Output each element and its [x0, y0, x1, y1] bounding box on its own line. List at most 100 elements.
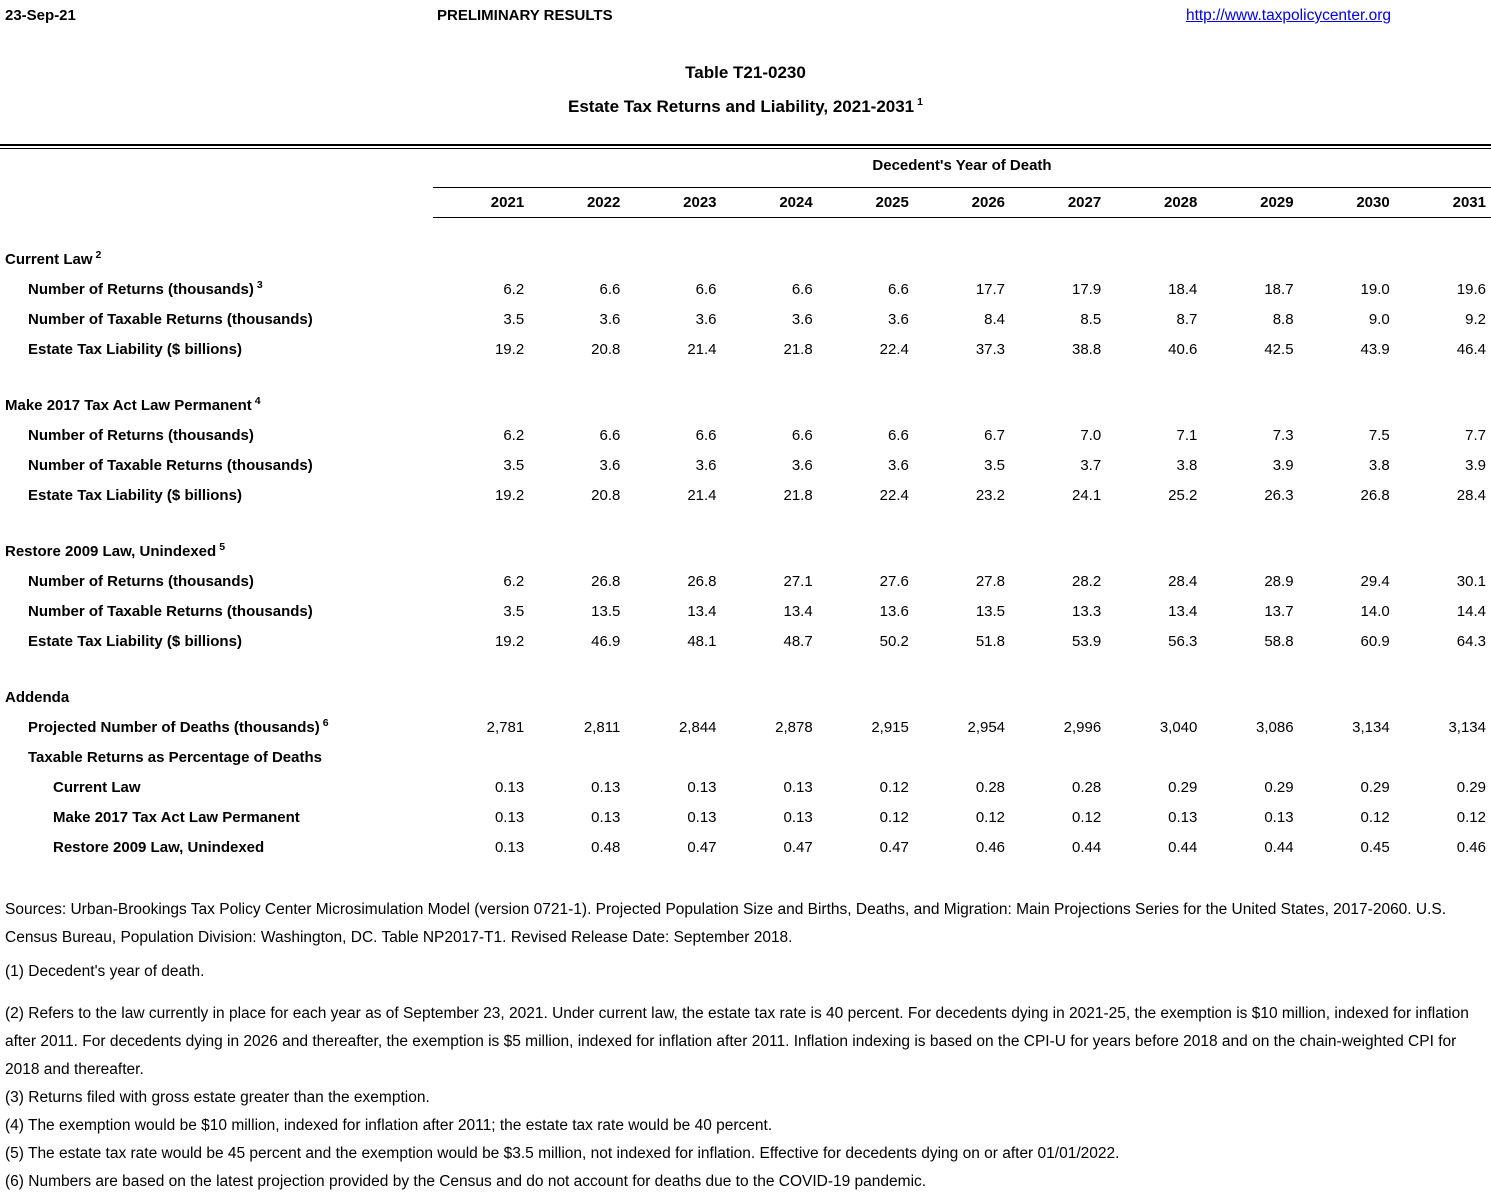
value-cell: 0.28	[975, 778, 1006, 796]
value-cell: 7.7	[1465, 426, 1486, 444]
value-cell: 0.13	[494, 838, 525, 856]
column-group-header-row: Decedent's Year of Death	[0, 149, 1491, 188]
value-cell: 19.6	[1456, 280, 1486, 298]
value-cell: 3.5	[503, 310, 525, 328]
value-cell: 43.9	[1360, 340, 1390, 358]
value-cell: 60.9	[1360, 632, 1390, 650]
value-cell: 27.8	[975, 572, 1006, 590]
value-cell: 40.6	[1168, 340, 1198, 358]
row-label: Restore 2009 Law, Unindexed	[53, 838, 265, 856]
value-cell: 2,878	[775, 718, 813, 736]
value-cell	[722, 536, 818, 566]
table-row: Number of Returns (thousands) 3 6.2 6.6 6.6 6…	[0, 274, 1491, 304]
value-cell	[1395, 390, 1491, 420]
value-cell: 26.8	[1360, 486, 1390, 504]
table-row: Current Law 0.13 0.13 0.13 0.13 0.12 0.28 0.28 0…	[0, 772, 1491, 802]
value-cell: 0.29	[1360, 778, 1390, 796]
row-label: Estate Tax Liability ($ billions)	[28, 340, 242, 358]
row-label: Projected Number of Deaths (thousands) 6	[28, 716, 329, 736]
spacer-cell	[0, 218, 1491, 245]
value-cell: 8.4	[984, 310, 1006, 328]
value-cell: 0.45	[1360, 838, 1390, 856]
value-cell	[1010, 682, 1106, 712]
row-label: Current Law	[53, 778, 141, 796]
value-cell: 0.29	[1456, 778, 1486, 796]
value-cell	[1010, 536, 1106, 566]
value-cell: 3.6	[695, 456, 717, 474]
value-cell: 0.13	[591, 778, 621, 796]
footnote-3: (3) Returns filed with gross estate grea…	[5, 1089, 430, 1106]
table-row	[0, 364, 1491, 390]
table-row: Number of Returns (thousands) 6.2 26.8 26.8…	[0, 566, 1491, 596]
value-cell: 3.6	[888, 310, 909, 328]
value-cell: 0.13	[783, 778, 813, 796]
value-cell	[1299, 742, 1395, 772]
value-cell: 0.29	[1264, 778, 1294, 796]
value-cell: 48.1	[687, 632, 717, 650]
footnote-5: (5) The estate tax rate would be 45 perc…	[5, 1145, 1120, 1162]
value-cell: 26.8	[591, 572, 621, 590]
value-cell: 51.8	[975, 632, 1006, 650]
value-cell: 13.3	[1072, 602, 1102, 620]
value-cell: 14.4	[1456, 602, 1486, 620]
row-label: Number of Taxable Returns (thousands)	[28, 602, 313, 620]
value-cell: 2,844	[678, 718, 717, 736]
value-cell: 6.6	[791, 280, 813, 298]
table-title-text: Estate Tax Returns and Liability, 2021-2…	[568, 97, 915, 116]
value-cell	[529, 682, 625, 712]
value-cell: 23.2	[975, 486, 1006, 504]
decedents-year-of-death-header: Decedent's Year of Death	[433, 149, 1491, 188]
value-cell: 22.4	[879, 486, 909, 504]
value-cell: 6.2	[503, 426, 525, 444]
value-cell: 3.9	[1465, 456, 1486, 474]
row-label: Number of Returns (thousands)	[28, 572, 254, 590]
value-cell	[1202, 682, 1298, 712]
value-cell	[722, 682, 818, 712]
value-cell: 7.0	[1080, 426, 1102, 444]
notes-block: Sources: Urban-Brookings Tax Policy Cent…	[5, 896, 1483, 1196]
value-cell: 3.6	[599, 456, 621, 474]
value-cell: 13.4	[1168, 602, 1198, 620]
value-cell: 0.47	[879, 838, 909, 856]
value-cell: 7.3	[1272, 426, 1294, 444]
value-cell	[914, 682, 1010, 712]
value-cell: 2,781	[486, 718, 525, 736]
value-cell: 6.6	[695, 280, 717, 298]
value-cell	[1202, 244, 1298, 274]
value-cell	[1106, 244, 1202, 274]
value-cell: 9.0	[1368, 310, 1390, 328]
value-cell	[914, 390, 1010, 420]
value-cell: 3.6	[695, 310, 717, 328]
value-cell: 13.5	[591, 602, 621, 620]
value-cell: 21.4	[687, 340, 717, 358]
value-cell: 3.5	[503, 456, 525, 474]
value-cell: 3.8	[1368, 456, 1390, 474]
table-row: Projected Number of Deaths (thousands) 6 2…	[0, 712, 1491, 742]
value-cell: 17.7	[975, 280, 1006, 298]
value-cell: 21.8	[783, 340, 813, 358]
value-cell: 3.6	[791, 310, 813, 328]
value-cell: 56.3	[1168, 632, 1198, 650]
value-cell	[1202, 742, 1298, 772]
value-cell	[625, 390, 721, 420]
table-row: Restore 2009 Law, Unindexed 0.13 0.48 0.47 0…	[0, 832, 1491, 862]
value-cell	[1010, 742, 1106, 772]
spacer-cell	[0, 364, 1491, 390]
value-cell: 6.6	[695, 426, 717, 444]
table-title-superscript: 1	[917, 96, 923, 109]
value-cell	[529, 742, 625, 772]
taxpolicycenter-link[interactable]: http://www.taxpolicycenter.org	[1185, 7, 1391, 24]
value-cell: 7.5	[1368, 426, 1390, 444]
value-cell: 0.12	[1360, 808, 1390, 826]
value-cell: 0.47	[783, 838, 813, 856]
row-label: Estate Tax Liability ($ billions)	[28, 632, 242, 650]
value-cell: 0.44	[1264, 838, 1294, 856]
value-cell: 3,134	[1448, 718, 1486, 736]
value-cell: 19.0	[1360, 280, 1390, 298]
value-cell	[914, 536, 1010, 566]
row-label: Restore 2009 Law, Unindexed 5	[5, 540, 226, 560]
value-cell: 0.44	[1168, 838, 1198, 856]
value-cell: 26.8	[687, 572, 717, 590]
value-cell	[1202, 390, 1298, 420]
value-cell: 0.13	[687, 808, 717, 826]
